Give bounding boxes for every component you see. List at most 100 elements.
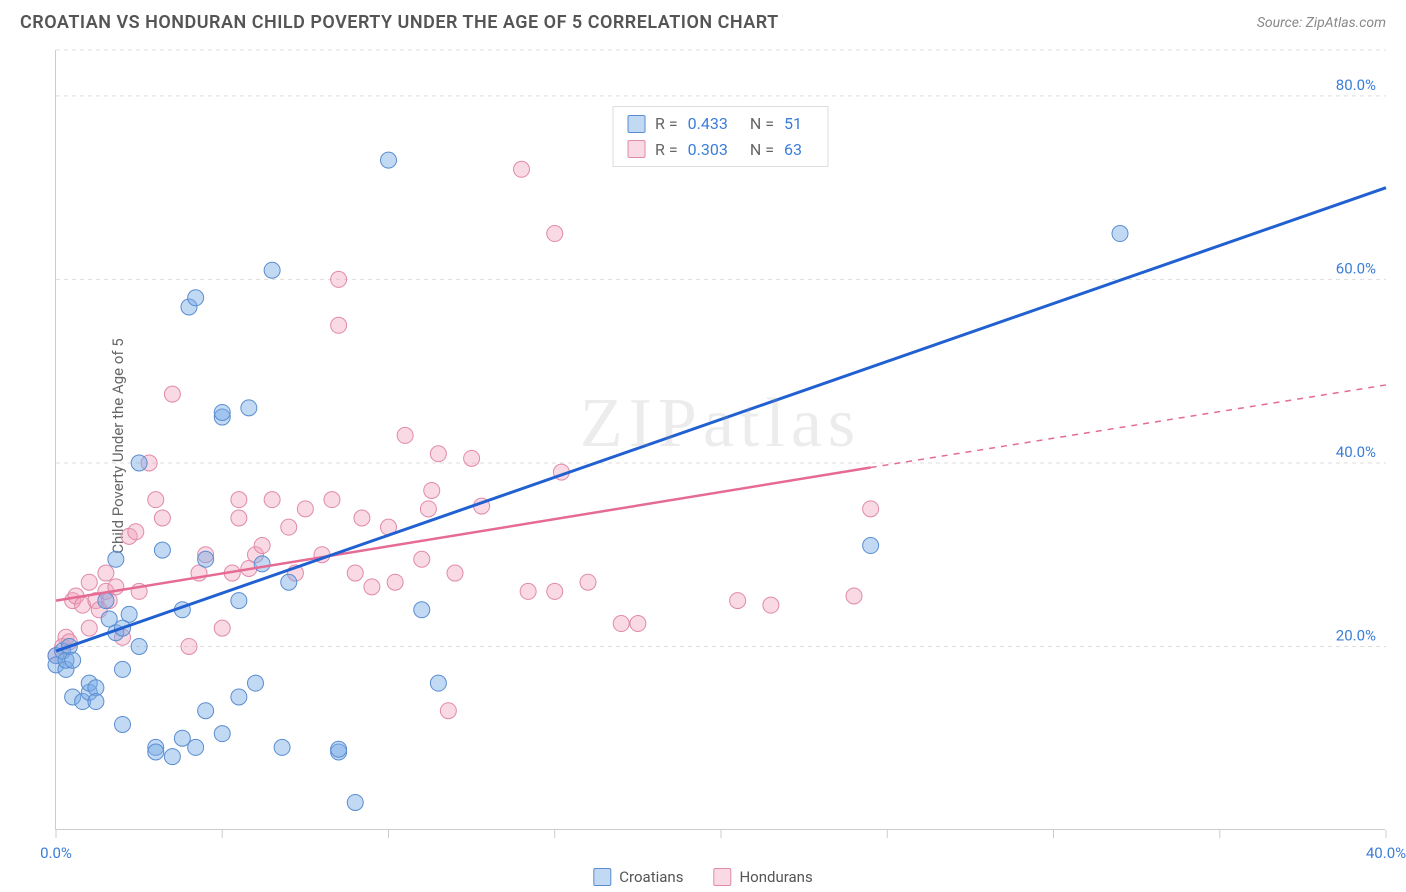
- data-point-croatian: [241, 400, 257, 416]
- data-point-honduran: [414, 551, 430, 567]
- data-point-croatian: [231, 593, 247, 609]
- data-point-croatian: [115, 661, 131, 677]
- data-point-honduran: [447, 565, 463, 581]
- data-point-croatian: [88, 694, 104, 710]
- stat-r-label: R =: [655, 137, 678, 163]
- data-point-croatian: [198, 703, 214, 719]
- legend-swatch: [593, 868, 611, 886]
- data-point-honduran: [420, 501, 436, 517]
- data-point-honduran: [763, 597, 779, 613]
- data-point-croatian: [121, 606, 137, 622]
- data-point-croatian: [254, 556, 270, 572]
- data-point-honduran: [440, 703, 456, 719]
- data-point-croatian: [108, 551, 124, 567]
- data-point-honduran: [846, 588, 862, 604]
- stat-n-value: 63: [784, 137, 802, 163]
- data-point-croatian: [131, 455, 147, 471]
- y-tick-label: 80.0%: [1336, 76, 1376, 94]
- data-point-croatian: [414, 602, 430, 618]
- data-point-croatian: [347, 794, 363, 810]
- data-point-honduran: [231, 510, 247, 526]
- data-point-honduran: [281, 519, 297, 535]
- data-point-croatian: [164, 749, 180, 765]
- data-point-honduran: [547, 583, 563, 599]
- data-point-honduran: [324, 492, 340, 508]
- data-point-croatian: [198, 551, 214, 567]
- data-point-honduran: [154, 510, 170, 526]
- data-point-croatian: [98, 593, 114, 609]
- data-point-honduran: [354, 510, 370, 526]
- data-point-croatian: [381, 152, 397, 168]
- data-point-honduran: [81, 574, 97, 590]
- trendline-croatian: [56, 188, 1386, 651]
- data-point-honduran: [164, 386, 180, 402]
- chart-title: CROATIAN VS HONDURAN CHILD POVERTY UNDER…: [20, 12, 779, 33]
- stats-legend-box: R = 0.433 N = 51 R = 0.303 N = 63: [612, 106, 829, 167]
- y-tick-label: 40.0%: [1336, 443, 1376, 461]
- data-point-honduran: [547, 226, 563, 242]
- data-point-croatian: [154, 542, 170, 558]
- data-point-honduran: [254, 538, 270, 554]
- data-point-honduran: [514, 161, 530, 177]
- data-point-croatian: [863, 538, 879, 554]
- stat-r-value: 0.433: [688, 111, 728, 137]
- stat-n-label: N =: [750, 137, 774, 163]
- data-point-honduran: [364, 579, 380, 595]
- trendline-honduran-extrapolated: [871, 385, 1386, 468]
- legend-item: Croatians: [593, 868, 683, 886]
- legend-label: Croatians: [619, 868, 683, 886]
- data-point-croatian: [231, 689, 247, 705]
- data-point-croatian: [331, 741, 347, 757]
- data-point-croatian: [1112, 226, 1128, 242]
- source-label: Source:: [1257, 15, 1302, 31]
- data-point-honduran: [730, 593, 746, 609]
- data-point-croatian: [188, 290, 204, 306]
- data-point-honduran: [613, 616, 629, 632]
- legend-swatch: [627, 140, 645, 158]
- stat-r-label: R =: [655, 111, 678, 137]
- data-point-honduran: [331, 317, 347, 333]
- legend-swatch: [713, 868, 731, 886]
- data-point-croatian: [65, 652, 81, 668]
- data-point-honduran: [98, 565, 114, 581]
- stat-n-value: 51: [784, 111, 802, 137]
- data-point-honduran: [264, 492, 280, 508]
- stat-n-label: N =: [750, 111, 774, 137]
- data-point-croatian: [274, 739, 290, 755]
- data-point-honduran: [148, 492, 164, 508]
- data-point-croatian: [148, 744, 164, 760]
- stat-r-value: 0.303: [688, 137, 728, 163]
- data-point-croatian: [430, 675, 446, 691]
- data-point-honduran: [387, 574, 403, 590]
- data-point-honduran: [630, 616, 646, 632]
- data-point-honduran: [464, 450, 480, 466]
- legend-label: Hondurans: [739, 868, 812, 886]
- data-point-croatian: [188, 739, 204, 755]
- stats-legend-row: R = 0.303 N = 63: [627, 137, 814, 163]
- data-point-honduran: [128, 524, 144, 540]
- data-point-croatian: [131, 638, 147, 654]
- data-point-croatian: [214, 404, 230, 420]
- y-tick-label: 20.0%: [1336, 626, 1376, 644]
- data-point-honduran: [231, 492, 247, 508]
- y-tick-label: 60.0%: [1336, 259, 1376, 277]
- data-point-honduran: [181, 638, 197, 654]
- data-point-croatian: [214, 726, 230, 742]
- chart-source: Source: ZipAtlas.com: [1257, 15, 1386, 31]
- data-point-honduran: [580, 574, 596, 590]
- data-point-honduran: [520, 583, 536, 599]
- series-legend: Croatians Hondurans: [593, 868, 812, 886]
- data-point-croatian: [248, 675, 264, 691]
- data-point-honduran: [430, 446, 446, 462]
- data-point-croatian: [281, 574, 297, 590]
- data-point-honduran: [397, 427, 413, 443]
- source-value: ZipAtlas.com: [1306, 15, 1386, 31]
- legend-item: Hondurans: [713, 868, 812, 886]
- data-point-honduran: [214, 620, 230, 636]
- data-point-honduran: [863, 501, 879, 517]
- data-point-honduran: [81, 620, 97, 636]
- data-point-honduran: [297, 501, 313, 517]
- legend-swatch: [627, 115, 645, 133]
- x-tick-label: 0.0%: [40, 844, 72, 862]
- chart-header: CROATIAN VS HONDURAN CHILD POVERTY UNDER…: [0, 0, 1406, 41]
